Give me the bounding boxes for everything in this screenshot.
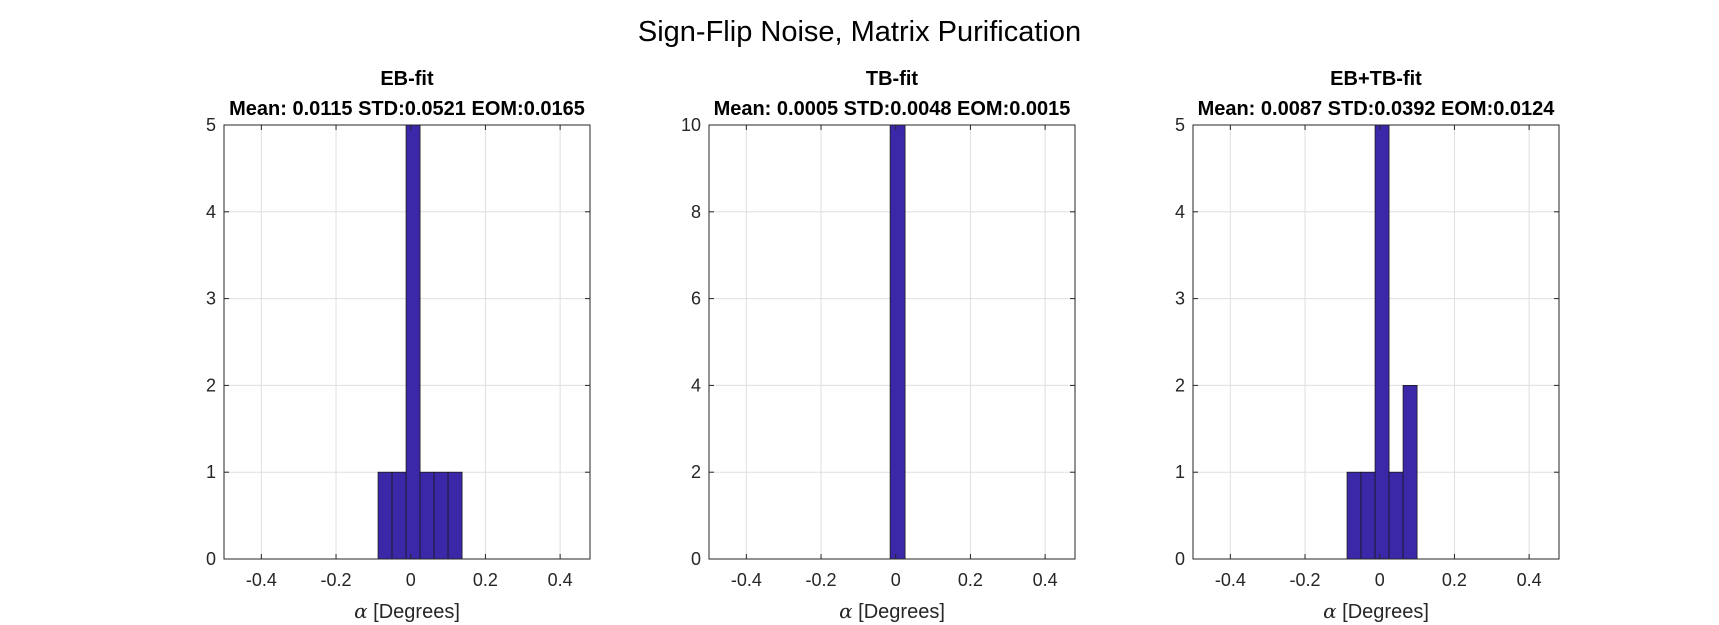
x-tick-label: 0: [406, 570, 416, 590]
y-tick-label: 1: [206, 462, 216, 482]
y-tick-label: 2: [691, 462, 701, 482]
x-axis-label-symbol: α: [354, 599, 368, 623]
x-tick-label: -0.4: [1215, 570, 1246, 590]
y-tick-label: 6: [691, 289, 701, 309]
axes-3: -0.4 -0.2 0 0.2 0.4 0 1 2 3 4 5 EB+TB-fit Mean: 0.00…: [1175, 68, 1559, 623]
histogram-bar: [378, 472, 392, 559]
x-tick-label: -0.4: [246, 570, 277, 590]
y-tick-label: 1: [1175, 462, 1185, 482]
histogram-bar: [890, 125, 905, 559]
y-tick-label: 5: [1175, 115, 1185, 135]
x-axis-label: α [Degrees]: [839, 599, 945, 623]
x-tick-label: 0.4: [1033, 570, 1058, 590]
histogram-bar: [1347, 472, 1361, 559]
y-tick-label: 3: [206, 289, 216, 309]
axes-subtitle: Mean: 0.0005 STD:0.0048 EOM:0.0015: [714, 98, 1071, 120]
y-tick-label: 2: [206, 375, 216, 395]
axes-subtitle: Mean: 0.0087 STD:0.0392 EOM:0.0124: [1198, 98, 1556, 120]
x-tick-label: -0.4: [731, 570, 762, 590]
x-tick-label: 0.4: [548, 570, 573, 590]
axes-subtitle: Mean: 0.0115 STD:0.0521 EOM:0.0165: [229, 98, 585, 120]
x-axis-label: α [Degrees]: [1323, 599, 1429, 623]
x-tick-label: 0: [1375, 570, 1385, 590]
y-tick-label: 0: [1175, 549, 1185, 569]
x-axis-label-symbol: α: [839, 599, 853, 623]
histogram-bar: [1403, 385, 1417, 559]
y-tick-label: 0: [206, 549, 216, 569]
y-tick-label: 5: [206, 115, 216, 135]
y-tick-label: 8: [691, 202, 701, 222]
x-axis-label-text: [Degrees]: [1337, 601, 1429, 623]
axes-title: TB-fit: [866, 68, 919, 90]
y-tick-label: 0: [691, 549, 701, 569]
figure-suptitle: Sign-Flip Noise, Matrix Purification: [638, 16, 1081, 48]
y-tick-label: 10: [681, 115, 701, 135]
y-tick-label: 3: [1175, 289, 1185, 309]
histogram-bar: [406, 125, 420, 559]
x-tick-label: -0.2: [806, 570, 837, 590]
histogram-bar: [448, 472, 462, 559]
x-axis-label-text: [Degrees]: [853, 601, 945, 623]
x-axis-label-symbol: α: [1323, 599, 1337, 623]
x-tick-label: 0.2: [473, 570, 498, 590]
y-tick-label: 2: [1175, 375, 1185, 395]
x-tick-label: 0.2: [1442, 570, 1467, 590]
x-tick-label: 0.2: [958, 570, 983, 590]
x-tick-label: -0.2: [321, 570, 352, 590]
axes-container: -0.4 -0.2 0 0.2 0.4 0 1 2 3 4 5 EB-fit Mean: 0.0115 …: [206, 68, 1559, 623]
axes-title: EB-fit: [380, 68, 434, 90]
x-tick-label: 0.4: [1517, 570, 1542, 590]
axes-title: EB+TB-fit: [1330, 68, 1422, 90]
histogram-bar: [392, 472, 406, 559]
x-axis-label: α [Degrees]: [354, 599, 460, 623]
x-axis-label-text: [Degrees]: [368, 601, 460, 623]
axes-1: -0.4 -0.2 0 0.2 0.4 0 1 2 3 4 5 EB-fit Mean: 0.0115 …: [206, 68, 590, 623]
histogram-bar: [1389, 472, 1403, 559]
histogram-bar: [1375, 125, 1389, 559]
y-tick-label: 4: [206, 202, 216, 222]
y-tick-label: 4: [1175, 202, 1185, 222]
histogram-bar: [420, 472, 434, 559]
x-tick-label: -0.2: [1290, 570, 1321, 590]
histogram-bar: [434, 472, 448, 559]
axes-2: -0.4 -0.2 0 0.2 0.4 0 2 4 6 8 10 TB-fit Mean: 0.0005…: [681, 68, 1075, 623]
histogram-bar: [1361, 472, 1375, 559]
x-tick-label: 0: [891, 570, 901, 590]
y-tick-label: 4: [691, 375, 701, 395]
